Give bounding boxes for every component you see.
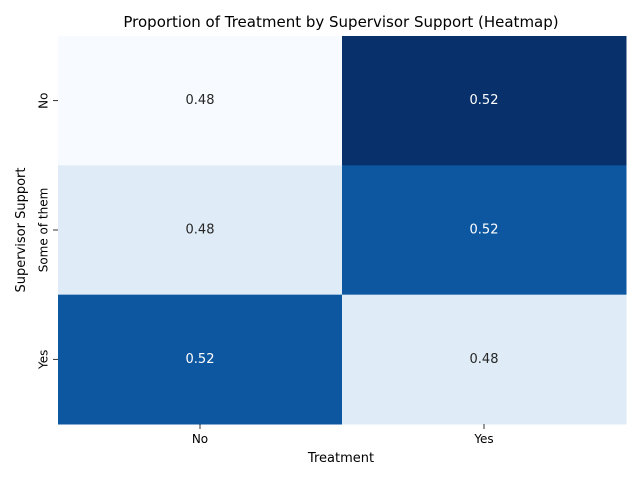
y-tick-label: No bbox=[37, 93, 51, 109]
cell-value-label: 0.52 bbox=[470, 223, 499, 238]
heatmap-cell bbox=[58, 165, 343, 296]
x-axis-ticks: No Yes bbox=[192, 424, 494, 446]
y-axis-ticks: No Some of them Yes bbox=[37, 93, 58, 370]
x-tick-label: Yes bbox=[473, 432, 493, 446]
chart-title: Proportion of Treatment by Supervisor Su… bbox=[123, 13, 558, 31]
heatmap-cell bbox=[58, 36, 343, 166]
heatmap-cell bbox=[58, 294, 343, 425]
y-tick-label: Yes bbox=[37, 350, 51, 370]
x-tick-label: No bbox=[192, 432, 208, 446]
cell-value-label: 0.52 bbox=[186, 352, 215, 367]
heatmap-cells: 0.48 0.52 0.48 0.52 0.52 0.48 bbox=[58, 36, 627, 425]
cell-value-label: 0.48 bbox=[186, 93, 215, 108]
cell-value-label: 0.48 bbox=[470, 352, 499, 367]
cell-value-label: 0.52 bbox=[470, 93, 499, 108]
heatmap-cell bbox=[342, 36, 627, 166]
heatmap-cell bbox=[342, 294, 627, 425]
x-axis-label: Treatment bbox=[307, 451, 374, 466]
y-tick-label: Some of them bbox=[37, 188, 51, 273]
y-axis-label: Supervisor Support bbox=[14, 168, 29, 293]
cell-value-label: 0.48 bbox=[186, 223, 215, 238]
heatmap-cell bbox=[342, 165, 627, 296]
